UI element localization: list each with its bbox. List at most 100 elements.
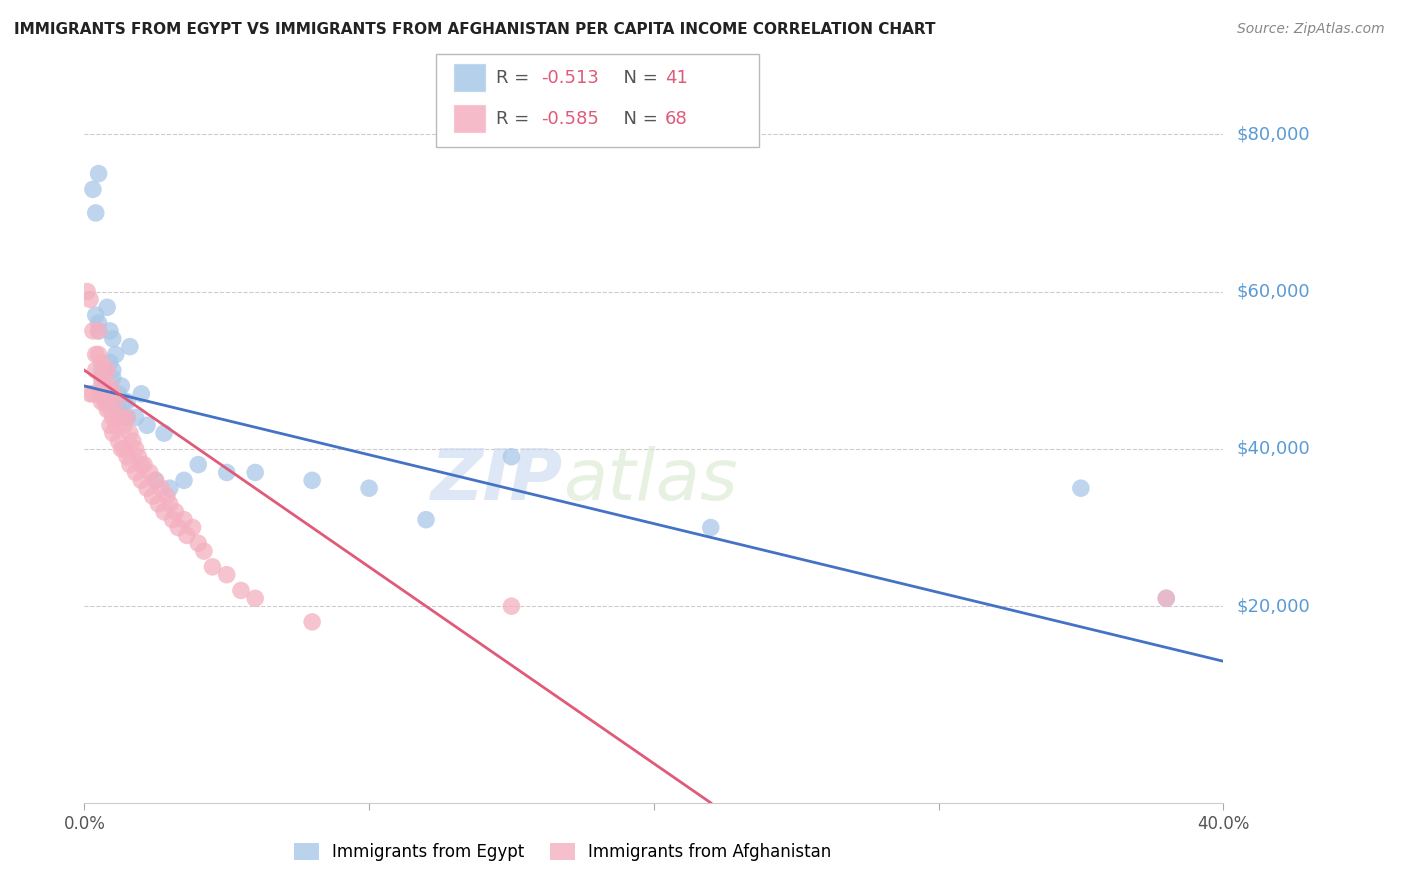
Point [93, 394, 115, 409]
Point [84, 347, 107, 361]
Text: 41: 41 [665, 69, 688, 87]
Point [98, 355, 121, 369]
Text: atlas: atlas [562, 447, 737, 516]
Point [87, 324, 110, 338]
Point [107, 434, 129, 448]
Point [110, 442, 132, 456]
Point [84, 206, 107, 220]
Point [101, 387, 124, 401]
Point [131, 458, 153, 472]
Text: N =: N = [612, 110, 664, 128]
Point [245, 591, 267, 606]
Text: $60,000: $60,000 [1237, 283, 1310, 301]
Point [93, 363, 115, 377]
Point [118, 426, 141, 441]
Point [79, 387, 101, 401]
Point [142, 489, 165, 503]
Text: $80,000: $80,000 [1237, 125, 1310, 144]
Point [98, 379, 121, 393]
Point [115, 450, 138, 464]
Point [118, 340, 141, 354]
Point [87, 387, 110, 401]
Point [181, 520, 204, 534]
Text: ZIP: ZIP [430, 447, 562, 516]
Point [215, 567, 238, 582]
Text: Source: ZipAtlas.com: Source: ZipAtlas.com [1237, 22, 1385, 37]
Point [90, 379, 112, 393]
Point [229, 583, 252, 598]
Point [176, 528, 198, 542]
Point [193, 544, 215, 558]
Point [1156, 591, 1178, 606]
Text: $40,000: $40,000 [1237, 440, 1310, 458]
Point [112, 442, 135, 456]
Point [121, 434, 143, 448]
Point [84, 363, 107, 377]
Text: IMMIGRANTS FROM EGYPT VS IMMIGRANTS FROM AFGHANISTAN PER CAPITA INCOME CORRELATI: IMMIGRANTS FROM EGYPT VS IMMIGRANTS FROM… [14, 22, 935, 37]
Point [90, 355, 112, 369]
Point [82, 182, 104, 196]
Point [104, 347, 127, 361]
Point [115, 410, 138, 425]
Point [215, 466, 238, 480]
Point [110, 410, 132, 425]
Point [201, 559, 224, 574]
Text: $20,000: $20,000 [1237, 597, 1310, 615]
Point [112, 394, 135, 409]
Point [150, 481, 173, 495]
Point [112, 418, 135, 433]
Point [159, 481, 181, 495]
Point [139, 466, 162, 480]
Point [98, 402, 121, 417]
Point [82, 324, 104, 338]
Point [124, 442, 146, 456]
Point [104, 418, 127, 433]
Point [90, 363, 112, 377]
Point [167, 520, 190, 534]
Point [187, 536, 209, 550]
Point [118, 458, 141, 472]
Point [107, 402, 129, 417]
Point [98, 324, 121, 338]
Text: -0.585: -0.585 [541, 110, 599, 128]
Point [127, 450, 149, 464]
Point [82, 387, 104, 401]
Point [415, 513, 437, 527]
Point [501, 599, 523, 614]
Point [84, 308, 107, 322]
Point [1156, 591, 1178, 606]
Point [107, 387, 129, 401]
Point [104, 394, 127, 409]
Point [90, 394, 112, 409]
Point [301, 615, 323, 629]
Point [134, 458, 156, 472]
Point [145, 473, 167, 487]
Point [173, 513, 195, 527]
Point [501, 450, 523, 464]
Point [101, 371, 124, 385]
Point [79, 293, 101, 307]
Point [187, 458, 209, 472]
Point [359, 481, 381, 495]
Point [131, 473, 153, 487]
Point [115, 410, 138, 425]
Point [93, 379, 115, 393]
Point [93, 387, 115, 401]
Point [101, 363, 124, 377]
Point [145, 473, 167, 487]
Point [87, 324, 110, 338]
Point [131, 387, 153, 401]
Point [96, 363, 118, 377]
Point [124, 410, 146, 425]
Point [153, 426, 176, 441]
Point [115, 394, 138, 409]
Point [301, 473, 323, 487]
Point [165, 505, 187, 519]
Point [96, 394, 118, 409]
Point [1070, 481, 1092, 495]
Text: N =: N = [612, 69, 664, 87]
Point [110, 379, 132, 393]
Point [96, 402, 118, 417]
Point [245, 466, 267, 480]
Point [101, 332, 124, 346]
